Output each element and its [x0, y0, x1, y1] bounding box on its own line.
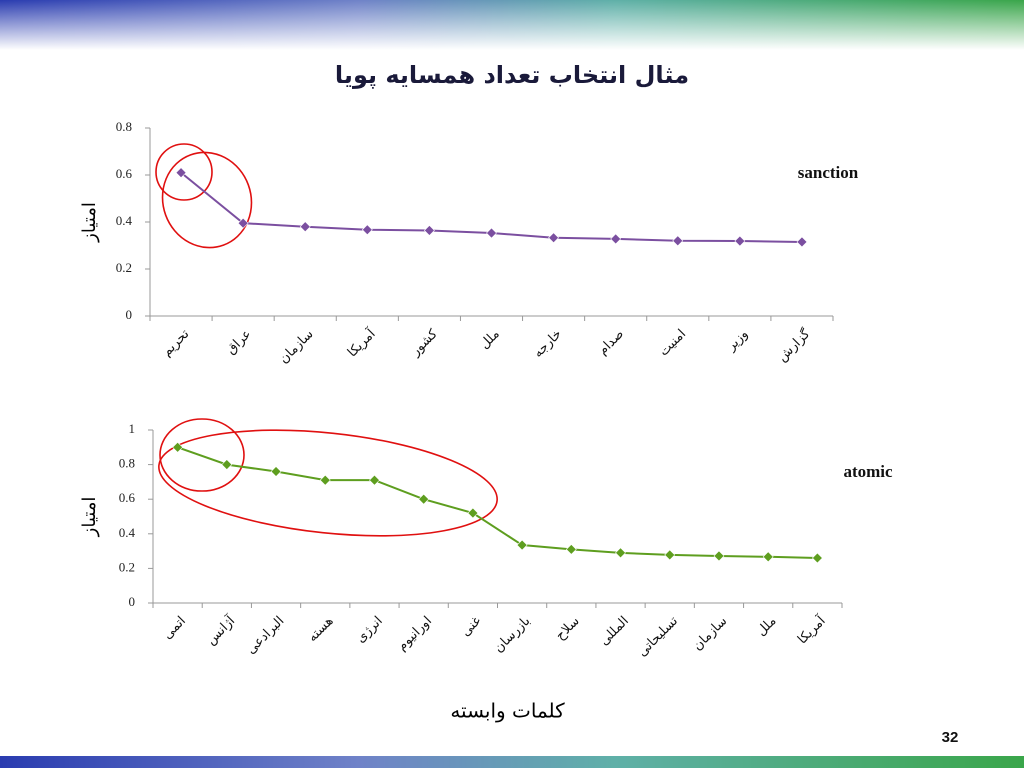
point [713, 550, 725, 562]
y-tick-label: 0.4 [116, 213, 133, 228]
point [467, 507, 479, 519]
y-tick-label: 0.8 [116, 119, 132, 134]
point [615, 547, 626, 559]
point [237, 217, 249, 229]
y-axis-label: امتیاز [79, 202, 100, 243]
point [319, 474, 331, 486]
page-number: 32 [942, 729, 959, 746]
y-tick-label: 0.2 [116, 260, 132, 275]
point [516, 539, 528, 551]
point [548, 232, 560, 244]
slide-title: مثال انتخاب تعداد همسایه پویا [335, 61, 689, 89]
point [418, 493, 430, 505]
point [811, 552, 823, 564]
point [664, 549, 676, 561]
point [423, 225, 435, 236]
line [177, 446, 818, 560]
point [486, 227, 497, 239]
point [610, 233, 622, 245]
point [270, 466, 282, 477]
y-tick-label: 0 [129, 594, 136, 609]
point [672, 235, 684, 247]
point [565, 543, 577, 555]
point [762, 551, 774, 563]
highlight-circle [161, 151, 253, 249]
series-label: atomic [843, 462, 893, 481]
highlight-circle [155, 143, 213, 201]
footer-band [0, 756, 1024, 768]
point [175, 167, 187, 179]
y-tick-label: 0.8 [119, 456, 135, 471]
point [299, 221, 311, 233]
series-label: sanction [798, 163, 859, 182]
y-tick-label: 0.6 [116, 166, 133, 181]
point [361, 224, 373, 236]
y-axis-label: امتیاز [79, 497, 100, 538]
point [734, 235, 746, 247]
x-axis-label: کلمات وابسته [450, 699, 565, 723]
y-tick-label: 0.2 [119, 559, 135, 574]
point [172, 441, 184, 453]
highlight-group [155, 143, 498, 537]
point [221, 459, 233, 471]
y-tick-label: 1 [129, 421, 136, 436]
point [369, 474, 380, 486]
y-tick-label: 0.4 [119, 525, 136, 540]
highlight-circle [158, 429, 498, 537]
y-tick-label: 0.6 [119, 490, 136, 505]
highlight-circle [159, 418, 245, 492]
point [796, 236, 808, 248]
y-tick-label: 0 [126, 307, 133, 322]
header-fade [0, 0, 1024, 50]
